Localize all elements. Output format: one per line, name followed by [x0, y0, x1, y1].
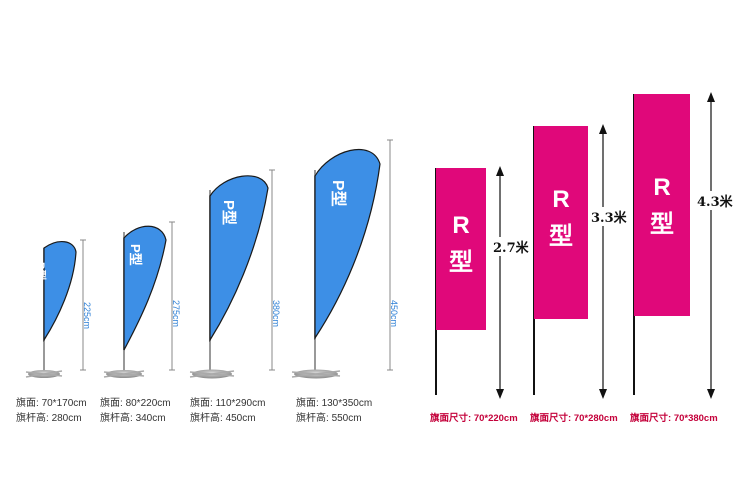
rect-flag-3-type: 型 — [650, 211, 674, 238]
feather-flag-2 — [103, 221, 175, 378]
feather-flag-4-height: 450cm — [389, 300, 399, 328]
rect-flag-2-type: 型 — [549, 223, 573, 250]
rect-flag-3-height: 4.3米 — [696, 191, 734, 210]
face-size: 110*290cm — [215, 398, 266, 409]
face-label: 旗面: — [296, 398, 319, 409]
size-label: 旗面尺寸: — [430, 413, 472, 424]
size-label: 旗面尺寸: — [530, 413, 572, 424]
rect-flag-3-letter: R — [653, 174, 671, 201]
pole-label: 旗杆高: — [296, 413, 329, 424]
feather-flag-2-height: 275cm — [171, 300, 181, 328]
pole-height: 340cm — [135, 413, 166, 424]
feather-flag-3-spec: 旗面: 110*290cm 旗杆高: 450cm — [190, 396, 265, 426]
feather-flag-1-label: P型 — [34, 262, 46, 281]
face-label: 旗面: — [190, 398, 213, 409]
feather-flag-1-spec: 旗面: 70*170cm 旗杆高: 280cm — [16, 396, 87, 426]
rect-flag-2 — [533, 124, 607, 399]
face-size: 80*220cm — [125, 398, 171, 409]
pole-label: 旗杆高: — [16, 413, 49, 424]
flag-size: 70*220cm — [473, 413, 518, 424]
flag-size: 70*380cm — [673, 413, 718, 424]
feather-flag-4-label: P型 — [329, 180, 346, 207]
feather-flag-4-spec: 旗面: 130*350cm 旗杆高: 550cm — [296, 396, 372, 426]
rect-flag-1-letter: R — [452, 212, 470, 239]
pole-height: 550cm — [331, 413, 362, 424]
rect-flag-3 — [633, 92, 715, 399]
rect-flag-1-height: 2.7米 — [492, 237, 530, 256]
feather-flag-1-height: 225cm — [82, 302, 92, 330]
face-label: 旗面: — [100, 398, 123, 409]
rect-flag-1 — [435, 166, 504, 399]
feather-flag-3-height: 380cm — [271, 300, 281, 328]
rect-flag-1-spec: 旗面尺寸: 70*220cm — [430, 410, 518, 424]
pole-label: 旗杆高: — [100, 413, 133, 424]
face-label: 旗面: — [16, 398, 39, 409]
rect-flag-2-height: 3.3米 — [590, 207, 628, 226]
face-size: 130*350cm — [321, 398, 373, 409]
feather-flag-2-spec: 旗面: 80*220cm 旗杆高: 340cm — [100, 396, 171, 426]
pole-height: 280cm — [51, 413, 82, 424]
pole-height: 450cm — [225, 413, 256, 424]
face-size: 70*170cm — [41, 398, 87, 409]
rect-flag-1-type: 型 — [449, 249, 473, 276]
feather-flag-4 — [291, 139, 393, 379]
rect-flag-3-spec: 旗面尺寸: 70*380cm — [630, 410, 718, 424]
flag-size: 70*280cm — [573, 413, 618, 424]
rect-flag-2-letter: R — [552, 186, 570, 213]
rect-flag-2-spec: 旗面尺寸: 70*280cm — [530, 410, 618, 424]
pole-label: 旗杆高: — [190, 413, 223, 424]
feather-flag-3-label: P型 — [220, 200, 237, 226]
feather-flag-1 — [25, 239, 86, 378]
feather-flag-2-label: P型 — [128, 244, 143, 266]
feather-flag-3 — [189, 169, 275, 379]
size-label: 旗面尺寸: — [630, 413, 672, 424]
